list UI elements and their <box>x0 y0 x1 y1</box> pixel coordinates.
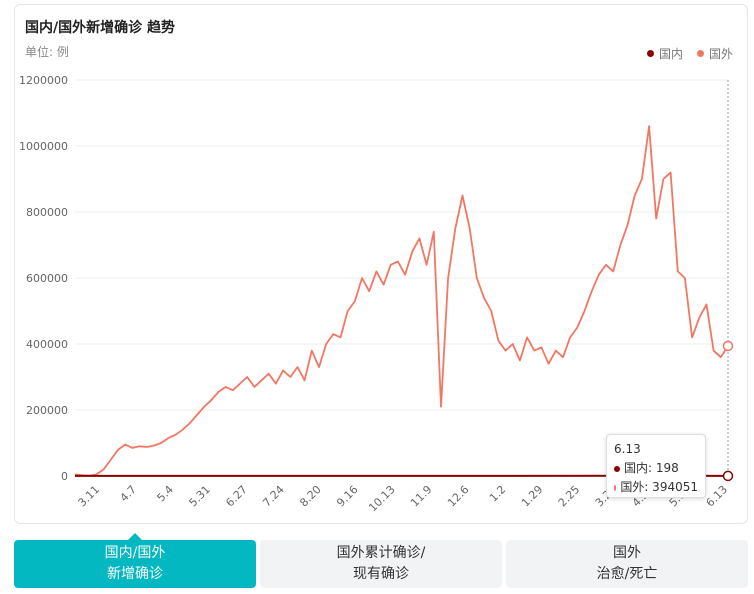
chart-legend: 国内 国外 <box>646 45 733 62</box>
tab-new-confirmed[interactable]: 国内/国外 新增确诊 <box>14 533 256 588</box>
x-tick-label: 8.20 <box>297 483 324 510</box>
series-marker-domestic <box>722 470 734 482</box>
tab-cumulative-confirmed[interactable]: 国外累计确诊/ 现有确诊 <box>260 540 502 588</box>
tooltip-row-domestic: 国内: 198 <box>614 459 698 478</box>
y-tick-label: 0 <box>61 470 68 483</box>
x-tick-label: 5.4 <box>154 483 176 505</box>
y-tick-label: 1200000 <box>19 74 68 87</box>
legend-label-domestic: 国内 <box>658 47 683 61</box>
x-tick-label: 5.31 <box>186 483 213 510</box>
y-tick-label: 800000 <box>26 206 68 219</box>
x-tick-label: 6.13 <box>704 483 731 510</box>
legend-item-domestic[interactable]: 国内 <box>646 45 683 62</box>
y-tick-label: 1000000 <box>19 140 68 153</box>
x-tick-label: 11.9 <box>408 483 435 510</box>
x-tick-label: 12.6 <box>445 483 472 510</box>
y-tick-label: 400000 <box>26 338 68 351</box>
x-tick-label: 2.25 <box>556 483 583 510</box>
legend-item-foreign[interactable]: 国外 <box>696 45 733 62</box>
x-tick-label: 9.16 <box>334 483 361 510</box>
tooltip-date: 6.13 <box>614 442 641 456</box>
chart-card: 国内/国外新增确诊 趋势 单位: 例 国内 国外 <box>14 4 748 524</box>
series-marker-foreign <box>722 340 734 352</box>
tab-recovered-line2: 治愈/死亡 <box>596 566 658 582</box>
x-tick-label: 6.27 <box>223 483 250 510</box>
x-tick-label: 1.29 <box>519 483 546 510</box>
x-tick-label: 7.24 <box>260 483 287 510</box>
y-tick-label: 200000 <box>26 404 68 417</box>
legend-label-foreign: 国外 <box>708 47 733 61</box>
tab-new-confirmed-line2: 新增确诊 <box>107 566 163 582</box>
x-tick-label: 4.7 <box>117 483 139 505</box>
tab-cumulative-line2: 现有确诊 <box>353 566 409 582</box>
tab-cumulative-line1: 国外累计确诊/ <box>336 545 426 561</box>
tooltip-dot-foreign <box>614 484 617 491</box>
series-line-foreign <box>74 125 729 477</box>
tab-new-confirmed-line1: 国内/国外 <box>104 545 166 561</box>
unit-label: 单位: 例 <box>25 45 69 59</box>
legend-dot-domestic <box>646 50 654 57</box>
tooltip-value-foreign: 国外: 394051 <box>620 480 698 494</box>
chart-tabs: 国内/国外 新增确诊 国外累计确诊/ 现有确诊 国外 治愈/死亡 <box>14 533 748 588</box>
x-tick-label: 3.11 <box>76 483 103 510</box>
x-tick-label: 10.13 <box>366 483 397 514</box>
tooltip-dot-domestic <box>614 465 620 472</box>
chart-tooltip: 6.13 国内: 198 国外: 394051 <box>606 434 706 498</box>
tab-recovered-deaths[interactable]: 国外 治愈/死亡 <box>506 540 748 588</box>
x-tick-label: 1.2 <box>487 483 509 505</box>
tooltip-row-foreign: 国外: 394051 <box>614 478 698 497</box>
legend-dot-foreign <box>696 50 704 57</box>
tab-recovered-line1: 国外 <box>613 545 641 561</box>
y-tick-label: 600000 <box>26 272 68 285</box>
chart-title: 国内/国外新增确诊 趋势 <box>25 20 175 36</box>
tooltip-value-domestic: 国内: 198 <box>624 461 679 475</box>
